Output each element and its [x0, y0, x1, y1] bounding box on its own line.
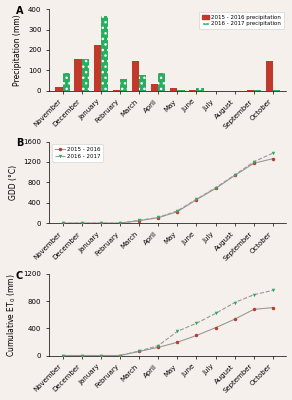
2015 - 2016	[157, 345, 160, 350]
Line: 2016 - 2017: 2016 - 2017	[61, 288, 275, 357]
2016 - 2017	[271, 288, 275, 293]
Bar	[55, 87, 62, 91]
2015 - 2016	[175, 340, 179, 345]
2016 - 2017	[214, 185, 217, 190]
2016 - 2017	[195, 321, 198, 326]
2016 - 2017	[157, 343, 160, 348]
2016 - 2017	[214, 311, 217, 316]
Bar	[273, 90, 280, 91]
Legend: 2015 - 2016 precipitation, 2016 - 2017 precipitation: 2015 - 2016 precipitation, 2016 - 2017 p…	[199, 12, 284, 29]
2015 - 2016	[252, 307, 256, 312]
Bar	[113, 90, 120, 91]
Bar	[177, 90, 185, 91]
2015 - 2016	[61, 353, 64, 358]
2015 - 2016	[214, 325, 217, 330]
Bar	[247, 90, 254, 91]
2015 - 2016	[80, 221, 84, 226]
Bar	[93, 45, 101, 91]
Bar	[266, 61, 273, 91]
Text: B: B	[16, 138, 23, 148]
Y-axis label: Cumulative ET$_0$ (mm): Cumulative ET$_0$ (mm)	[6, 273, 18, 357]
2015 - 2016	[195, 333, 198, 338]
2015 - 2016	[233, 317, 237, 322]
2015 - 2016	[175, 209, 179, 214]
2015 - 2016	[214, 186, 217, 191]
2016 - 2017	[233, 300, 237, 305]
Bar	[82, 59, 89, 91]
Y-axis label: GDD (°C): GDD (°C)	[9, 165, 18, 200]
2016 - 2017	[233, 172, 237, 177]
2015 - 2016	[271, 305, 275, 310]
2015 - 2016	[118, 221, 122, 226]
Bar	[62, 73, 70, 91]
2016 - 2017	[99, 353, 102, 358]
2016 - 2017	[80, 221, 84, 226]
2016 - 2017	[195, 197, 198, 202]
Bar	[254, 90, 261, 91]
Line: 2015 - 2016: 2015 - 2016	[61, 157, 275, 225]
2015 - 2016	[157, 215, 160, 220]
2015 - 2016	[99, 221, 102, 226]
2015 - 2016	[118, 353, 122, 358]
Y-axis label: Precipitation (mm): Precipitation (mm)	[13, 14, 22, 86]
Text: C: C	[16, 271, 23, 281]
2015 - 2016	[195, 197, 198, 202]
2016 - 2017	[118, 353, 122, 358]
2016 - 2017	[137, 349, 141, 354]
2016 - 2017	[252, 292, 256, 297]
2015 - 2016	[137, 218, 141, 223]
2016 - 2017	[80, 353, 84, 358]
Bar	[139, 75, 146, 91]
2015 - 2016	[137, 349, 141, 354]
2016 - 2017	[271, 151, 275, 156]
Bar	[74, 59, 82, 91]
2016 - 2017	[252, 159, 256, 164]
Bar	[101, 16, 108, 91]
2016 - 2017	[175, 329, 179, 334]
2016 - 2017	[175, 208, 179, 213]
2016 - 2017	[99, 221, 102, 226]
Text: A: A	[16, 6, 23, 16]
2015 - 2016	[80, 353, 84, 358]
2015 - 2016	[271, 156, 275, 161]
2015 - 2016	[61, 221, 64, 226]
2016 - 2017	[157, 215, 160, 220]
2016 - 2017	[137, 218, 141, 223]
Bar	[120, 79, 127, 91]
Bar	[197, 88, 204, 91]
2016 - 2017	[61, 221, 64, 226]
2015 - 2016	[233, 173, 237, 178]
Bar	[189, 90, 197, 91]
2016 - 2017	[118, 221, 122, 226]
Bar	[132, 60, 139, 91]
2015 - 2016	[252, 161, 256, 166]
Line: 2016 - 2017: 2016 - 2017	[61, 151, 275, 225]
2016 - 2017	[61, 353, 64, 358]
Bar	[158, 73, 166, 91]
Legend: 2015 - 2016, 2016 - 2017: 2015 - 2016, 2016 - 2017	[52, 144, 103, 162]
2015 - 2016	[99, 353, 102, 358]
Bar	[151, 84, 158, 91]
Bar	[170, 88, 177, 91]
Line: 2015 - 2016: 2015 - 2016	[61, 306, 275, 357]
